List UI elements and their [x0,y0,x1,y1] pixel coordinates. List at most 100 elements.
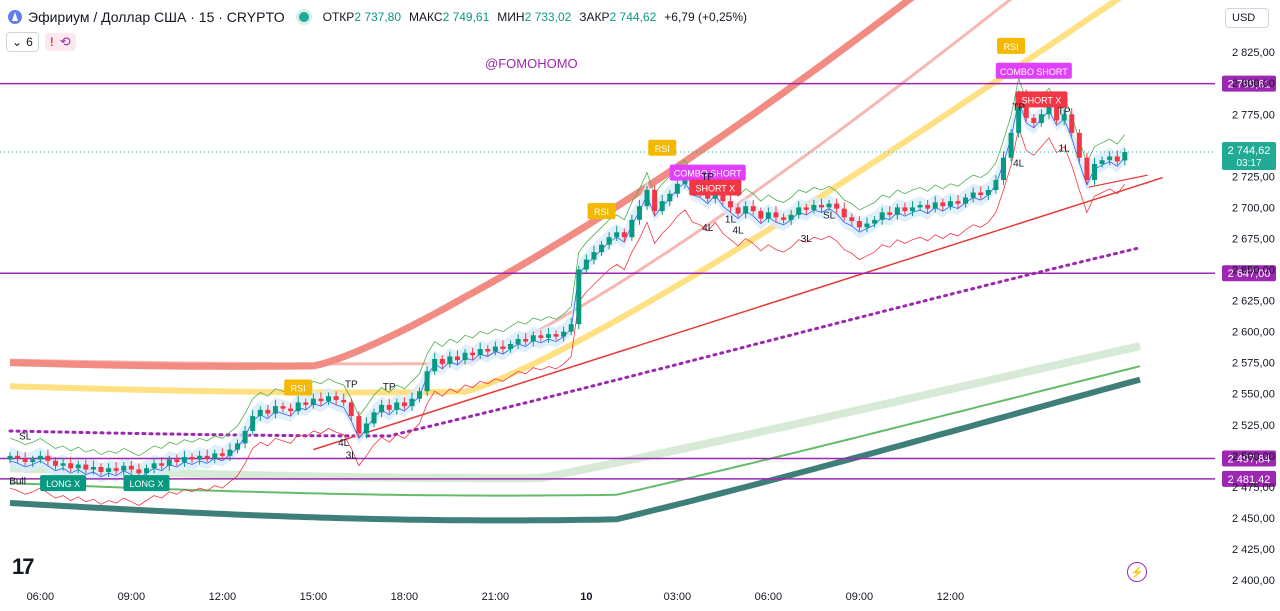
candle-body-12 [98,467,104,472]
y-tick-1: 2 800,00 [1232,78,1275,90]
candle-body-18 [144,468,150,474]
candle-body-4 [37,455,43,460]
candle-body-137 [1046,105,1052,115]
candle-body-108 [826,203,832,208]
watermark: @FOMOHOMO [485,56,578,71]
currency-select[interactable]: USD [1225,8,1269,28]
candle-body-128 [978,192,984,195]
x-tick-4: 18:00 [391,591,419,603]
x-tick-1: 09:00 [118,591,146,603]
signal-tag-8 [1015,91,1068,108]
candle-body-59 [454,356,460,361]
symbol-title[interactable]: Эфириум / Доллар США · 15 · CRYPTO [28,9,285,25]
candle-body-45 [348,402,354,417]
candle-body-57 [439,358,445,364]
candle-body-103 [788,214,794,220]
trade-label-15: Bull [9,476,26,487]
x-tick-2: 12:00 [209,591,237,603]
candle-body-29 [227,449,233,456]
candle-body-17 [136,469,142,474]
candle-body-111 [849,217,855,222]
warning-icon[interactable]: ! [49,35,54,49]
signal-label-4: RSI [655,144,670,154]
candle-body-32 [250,416,256,431]
candle-body-109 [834,203,840,209]
candle-body-33 [257,409,263,417]
candle-body-27 [212,453,218,459]
candle-body-75 [576,269,582,325]
signal-tag-7 [995,62,1072,79]
candle-body-44 [341,399,347,403]
indicators-toggle[interactable]: ⌄ 6 [6,32,39,52]
level-label-0: 2 799,61 [1228,79,1271,91]
tradingview-logo-icon[interactable]: 17 [12,554,35,579]
level-tag-1 [1222,265,1276,282]
open-value: ОТКР2 737,80 [322,10,402,24]
candle-body-58 [447,356,453,364]
candle-body-69 [530,335,536,342]
trend-line-short [1086,174,1148,189]
candle-body-51 [394,402,400,410]
candle-body-143 [1091,163,1097,181]
candle-body-117 [894,207,900,215]
candle-body-110 [841,208,847,218]
current-price-tag [1222,141,1276,170]
ema-lightgreen-band [9,342,1141,483]
candle-body-125 [955,201,961,204]
y-tick-17: 2 400,00 [1232,575,1275,587]
x-tick-8: 06:00 [755,591,783,603]
candle-body-22 [174,459,180,463]
candle-body-141 [1076,132,1082,158]
candle-body-95 [727,201,733,208]
candle-body-13 [106,468,112,472]
candle-body-94 [720,190,726,202]
candle-body-74 [568,324,574,332]
lightning-icon[interactable]: ⚡ [1127,562,1147,582]
candle-body-39 [303,402,309,405]
candle-body-48 [371,412,377,424]
indicator-status[interactable]: ! ⟲ [44,33,76,51]
candle-body-20 [159,463,165,466]
signal-label-5: COMBO SHORT [674,169,742,179]
candle-body-100 [765,212,771,219]
candle-body-82 [629,219,635,238]
candle-body-10 [83,464,89,470]
y-tick-5: 2 700,00 [1232,202,1275,214]
level-label-1: 2 647,00 [1228,268,1271,280]
candle-body-138 [1054,105,1060,121]
trade-label-12: TP [1058,106,1071,117]
candle-body-60 [462,352,468,361]
x-tick-0: 06:00 [27,591,55,603]
candle-body-28 [219,453,225,456]
candle-body-123 [940,202,946,207]
candle-body-132 [1008,132,1014,158]
candle-body-14 [113,468,119,471]
candle-body-21 [166,459,172,466]
candle-body-54 [417,391,423,399]
candle-body-8 [68,463,74,469]
candle-body-84 [644,190,650,207]
y-tick-14: 2 475,00 [1232,482,1275,494]
signal-tag-1 [123,475,170,492]
signal-tag-5 [669,164,746,181]
candle-body-129 [985,190,991,195]
refresh-icon[interactable]: ⟲ [59,34,71,49]
signal-label-8: SHORT X [1022,95,1062,105]
x-tick-10: 12:00 [937,591,965,603]
candle-body-0 [7,455,13,460]
candle-body-76 [583,259,589,270]
y-tick-10: 2 575,00 [1232,358,1275,370]
level-tag-0 [1222,75,1276,92]
candle-body-24 [189,457,195,460]
candle-body-23 [181,457,187,463]
candle-body-2 [22,458,28,463]
candle-body-81 [621,232,627,238]
y-tick-13: 2 500,00 [1232,451,1275,463]
trade-label-10: 3L [801,234,813,245]
trade-label-1: TP [345,380,358,391]
y-tick-15: 2 450,00 [1232,513,1275,525]
candle-body-50 [386,404,392,410]
candle-body-26 [204,455,210,459]
candle-body-43 [333,396,339,400]
